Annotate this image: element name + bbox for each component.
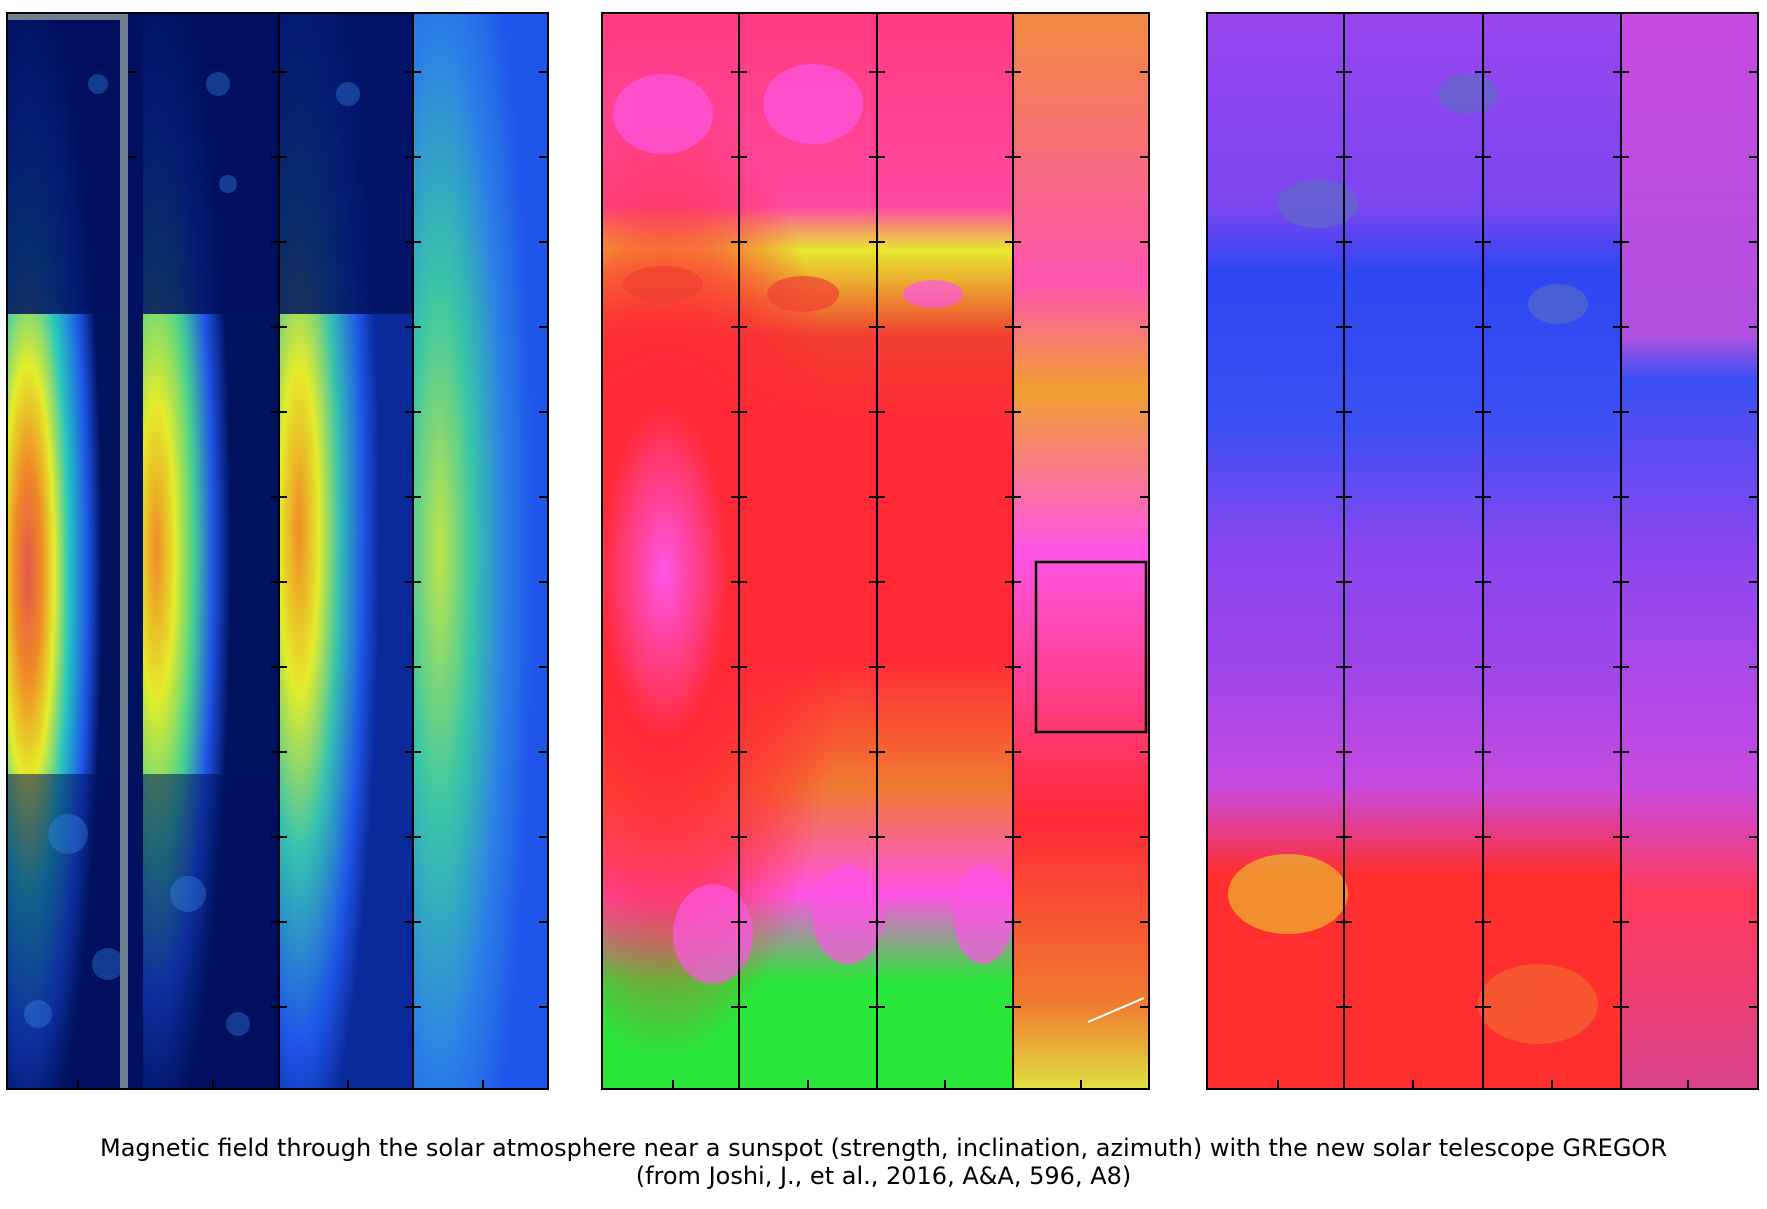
caption-line-1: Magnetic field through the solar atmosph… [100, 1134, 1667, 1162]
azimuth-map-3 [1483, 14, 1621, 1088]
umbra-overlay [603, 14, 1013, 1088]
azimuth-maps [1208, 14, 1757, 1088]
azimuth-panel-group [1206, 12, 1759, 1090]
inclination-panel-group [601, 12, 1150, 1090]
strength-texture [24, 72, 360, 1036]
inclination-maps [603, 14, 1148, 1088]
azimuth-map-4 [1621, 14, 1757, 1088]
tick-marks [77, 71, 547, 1088]
strength-panel-group [6, 12, 549, 1090]
azimuth-texture [1228, 74, 1598, 1044]
inclination-map-4 [1013, 14, 1148, 1088]
tick-marks [672, 71, 1148, 1088]
tick-marks [1277, 71, 1757, 1088]
strength-map-4 [413, 14, 547, 1088]
caption-line-2: (from Joshi, J., et al., 2016, A&A, 596,… [635, 1162, 1132, 1190]
grey-strip [120, 14, 128, 1088]
figure-caption: Magnetic field through the solar atmosph… [0, 1134, 1767, 1190]
dark-top-band [8, 14, 413, 314]
grey-top-bar [8, 14, 128, 20]
white-line [1087, 997, 1145, 1023]
strength-maps [8, 14, 547, 1088]
dark-bottom-band [8, 774, 279, 1088]
highlight-box [1034, 560, 1148, 734]
inclination-texture [613, 64, 1013, 984]
